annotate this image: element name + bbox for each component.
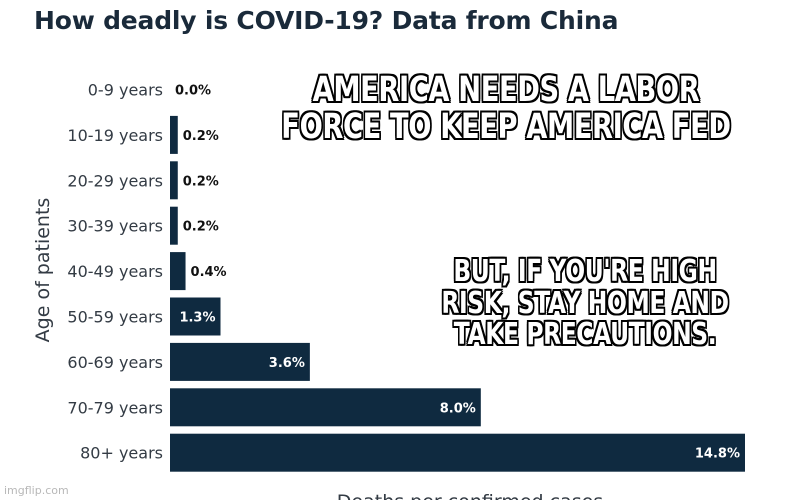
bar-value-label: 0.0% [175, 84, 211, 99]
bar [170, 206, 178, 245]
bar-value-label: 0.2% [183, 129, 219, 144]
bar-value-label: 0.2% [183, 220, 219, 235]
bar [170, 161, 178, 200]
bar-value-label: 0.4% [191, 265, 227, 280]
y-tick-label: 10-19 years [67, 126, 163, 145]
watermark: imgflip.com [4, 484, 69, 497]
y-tick-label: 20-29 years [67, 171, 163, 190]
bar [170, 342, 310, 381]
bar [170, 252, 186, 291]
bar-value-label: 14.8% [695, 447, 740, 462]
chart-title: How deadly is COVID-19? Data from China [34, 6, 619, 35]
bar [170, 115, 178, 154]
bar-value-label: 0.2% [183, 174, 219, 189]
y-tick-label: 30-39 years [67, 217, 163, 236]
meme-bottom-caption: BUT, IF YOU'RE HIGH RISK, STAY HOME AND … [441, 254, 729, 352]
bar-value-label: 1.3% [179, 311, 215, 326]
bar [170, 433, 745, 472]
bar-value-label: 3.6% [269, 356, 305, 371]
y-tick-label: 80+ years [80, 444, 163, 463]
y-tick-label: 0-9 years [88, 81, 163, 100]
bar [170, 388, 481, 427]
bar [170, 297, 221, 336]
y-tick-label: 60-69 years [67, 353, 163, 372]
y-tick-label: 70-79 years [67, 398, 163, 417]
x-axis-label: Deaths per confirmed cases [337, 491, 603, 500]
meme-top-caption: AMERICA NEEDS A LABOR FORCE TO KEEP AMER… [281, 70, 731, 147]
y-tick-label: 50-59 years [67, 308, 163, 327]
y-axis-label: Age of patients [32, 198, 54, 343]
bar-value-label: 8.0% [440, 401, 476, 416]
y-tick-label: 40-49 years [67, 262, 163, 281]
